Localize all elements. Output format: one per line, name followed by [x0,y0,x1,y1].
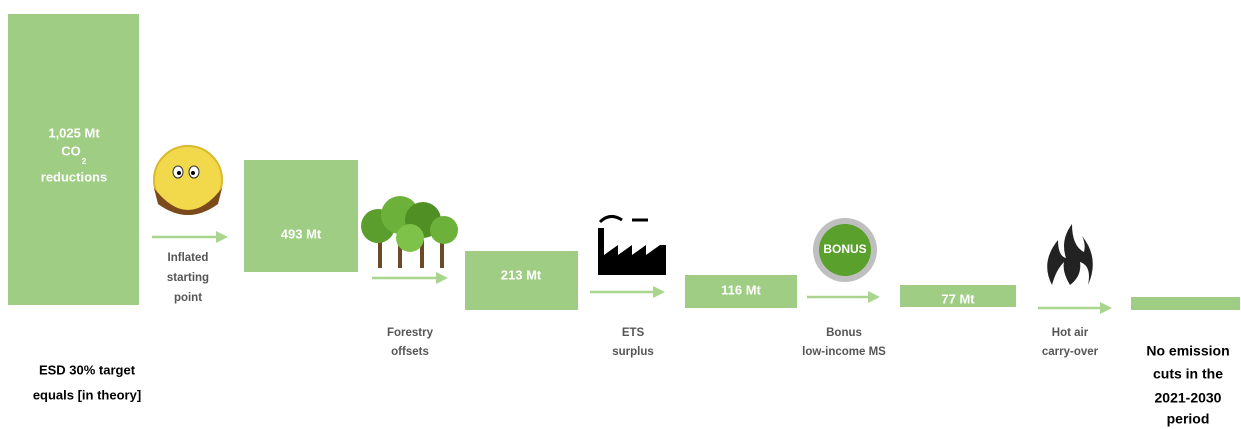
diagram: 1,025 Mt CO 2 reductions 493 Mt 213 Mt 1… [0,0,1241,429]
start-caption: ESD 30% target [39,362,136,377]
step-label: carry-over [1042,346,1099,358]
bar [244,160,358,272]
end-caption: No emission [1146,343,1229,359]
step-label: Forestry [387,327,434,339]
factory-icon [598,216,666,275]
bar-amount: 77 Mt [941,291,975,306]
bar-note: reductions [41,169,107,184]
step-label: starting [167,272,209,284]
bar-gas: CO [61,143,81,158]
step-label: low-income MS [802,346,886,358]
bar-amount: 213 Mt [501,267,542,282]
bar-amount: 1,025 Mt [48,125,100,140]
end-caption: cuts in the [1153,366,1223,382]
step-label: point [174,292,202,304]
bonus-badge: BONUS [823,242,866,256]
step-label: offsets [391,346,429,358]
end-caption: 2021-2030 [1155,390,1222,406]
start-caption: equals [in theory] [33,387,141,402]
step-label: ETS [622,327,645,339]
step-label: Hot air [1052,327,1089,339]
bar [8,14,139,305]
step-label: surplus [612,346,654,358]
bar [1131,297,1240,310]
trees-icon [361,196,458,268]
bar-gas-subscript: 2 [82,157,87,166]
step-label: Bonus [826,327,862,339]
bar-amount: 493 Mt [281,226,322,241]
bar-amount: 116 Mt [721,282,761,297]
end-caption: period [1167,411,1210,427]
step-label: Inflated [168,252,209,264]
bonus-icon: BONUS [813,218,877,282]
fire-icon [1047,224,1093,285]
ball-icon [154,146,222,215]
